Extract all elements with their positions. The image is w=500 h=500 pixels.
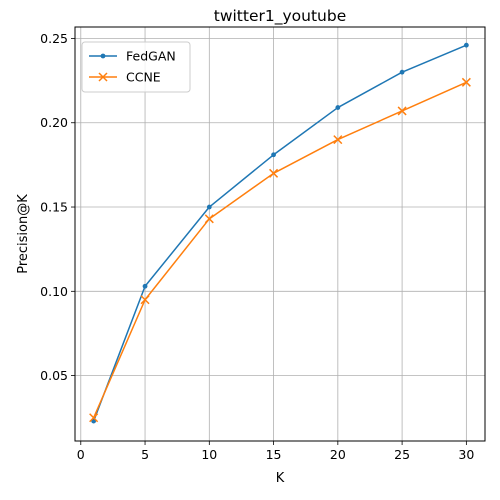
data-point-fedgan [206, 204, 212, 210]
x-axis-label: K [276, 471, 285, 486]
plot-frame [74, 26, 486, 442]
y-tick-label: 0.10 [40, 284, 68, 299]
series-line-fedgan [92, 44, 467, 422]
data-point-ccne [269, 168, 279, 178]
data-series [89, 42, 471, 424]
series-line-ccne [92, 81, 467, 419]
y-tick-label: 0.05 [40, 368, 68, 383]
legend: FedGAN CCNE [81, 41, 191, 93]
y-tick-label: 0.15 [40, 200, 68, 215]
data-point-ccne [461, 77, 471, 87]
x-tick-label: 20 [330, 447, 346, 462]
x-tick-label: 30 [458, 447, 474, 462]
legend-marker-ccne [98, 72, 108, 82]
data-point-ccne [333, 135, 343, 145]
legend-box [81, 41, 191, 93]
data-point-ccne [397, 106, 407, 116]
x-tick-label: 15 [266, 447, 282, 462]
data-point-ccne [140, 295, 150, 305]
data-point-fedgan [399, 69, 405, 75]
data-point-ccne [89, 413, 99, 423]
y-tick-label: 0.25 [40, 31, 68, 46]
data-point-ccne [204, 214, 214, 224]
x-tick-label: 25 [394, 447, 410, 462]
chart-title: twitter1_youtube [214, 7, 347, 26]
x-tick-label: 10 [201, 447, 217, 462]
data-point-fedgan [463, 42, 469, 48]
y-tick-label: 0.20 [40, 115, 68, 130]
data-point-fedgan [335, 105, 341, 110]
data-point-fedgan [142, 283, 148, 289]
axis-ticks: 0 5 10 15 20 25 30 0.05 0.10 0.15 0.20 0.25 [40, 31, 474, 462]
legend-label-ccne: CCNE [126, 70, 161, 85]
x-tick-label: 0 [77, 447, 85, 462]
x-tick-label: 5 [141, 447, 149, 462]
legend-marker-fedgan [100, 53, 106, 59]
data-point-fedgan [271, 152, 276, 158]
y-axis-label: Precision@K [16, 194, 31, 274]
legend-label-fedgan: FedGAN [126, 49, 176, 64]
grid-lines [75, 27, 485, 441]
